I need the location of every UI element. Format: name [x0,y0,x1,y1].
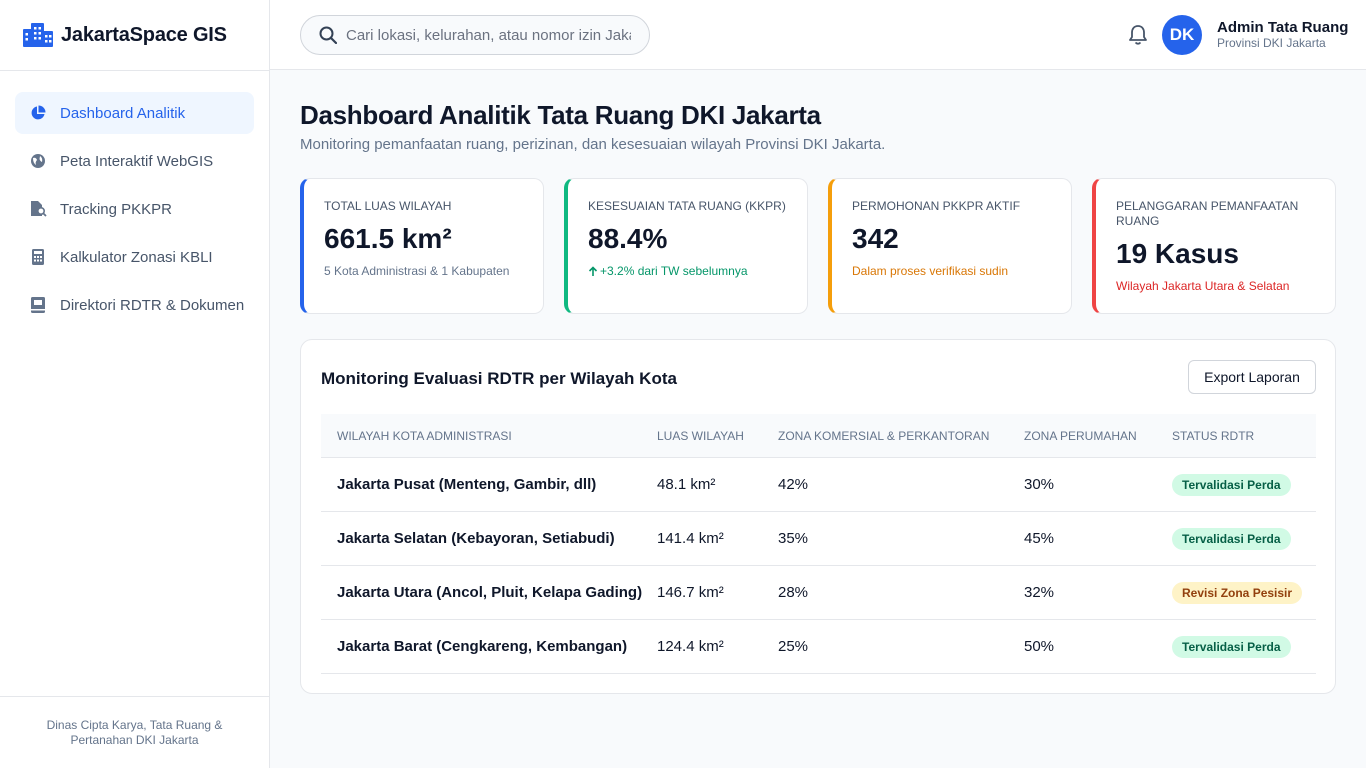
table-row[interactable]: Jakarta Selatan (Kebayoran, Setiabudi) 1… [321,512,1316,566]
sidebar-footer: Dinas Cipta Karya, Tata Ruang & Pertanah… [0,696,269,768]
page-subtitle: Monitoring pemanfaatan ruang, perizinan,… [300,136,886,153]
card-note: Wilayah Jakarta Utara & Selatan [1116,279,1290,293]
panel-title: Monitoring Evaluasi RDTR per Wilayah Kot… [321,369,677,388]
notification-bell-icon[interactable] [1128,24,1148,46]
cell-komersial: 25% [778,638,809,655]
card-label: Total Luas Wilayah [324,199,452,213]
search-box[interactable] [300,15,650,55]
sidebar-item-label: Direktori RDTR & Dokumen [60,296,245,314]
cell-wilayah: Jakarta Barat (Cengkareng, Kembangan) [337,638,628,655]
cell-komersial: 35% [778,530,809,547]
stat-card-permohonan: Permohonan PKKPR Aktif 342 Dalam proses … [828,178,1072,314]
search-icon [319,26,337,44]
cell-wilayah: Jakarta Utara (Ancol, Pluit, Kelapa Gadi… [337,584,643,601]
status-badge: Revisi Zona Pesisir [1172,581,1303,604]
cell-luas: 146.7 km² [657,584,724,601]
status-badge: Tervalidasi Perda [1172,473,1291,496]
globe-icon [29,152,47,170]
card-label: Kesesuaian Tata Ruang (KKPR) [588,199,786,213]
rdtr-table: Wilayah Kota Administrasi Luas Wilayah Z… [321,414,1316,674]
sidebar-item-label: Kalkulator Zonasi KBLI [60,248,213,266]
card-note: +3.2% dari TW sebelumnya [588,264,807,278]
sidebar: JakartaSpace GIS Dashboard Analitik Peta… [0,0,270,768]
cell-komersial: 42% [778,476,809,493]
user-role: Provinsi DKI Jakarta [1217,36,1326,50]
sidebar-item-tracking-pkkpr[interactable]: Tracking PKKPR [15,188,254,230]
page-title: Dashboard Analitik Tata Ruang DKI Jakart… [300,100,821,130]
column-header-wilayah[interactable]: Wilayah Kota Administrasi [337,428,512,443]
sidebar-item-label: Peta Interaktif WebGIS [60,152,214,170]
card-label: Pelanggaran Pemanfaatan Ruang [1116,199,1299,228]
card-value: 19 Kasus [1116,238,1239,269]
cell-luas: 124.4 km² [657,638,724,655]
stat-card-kesesuaian: Kesesuaian Tata Ruang (KKPR) 88.4% +3.2%… [564,178,808,314]
stat-card-pelanggaran: Pelanggaran Pemanfaatan Ruang 19 Kasus W… [1092,178,1336,314]
card-note: 5 Kota Administrasi & 1 Kabupaten [324,264,510,278]
sidebar-item-dashboard-analitik[interactable]: Dashboard Analitik [15,92,254,134]
file-search-icon [29,200,47,218]
table-row[interactable]: Jakarta Utara (Ancol, Pluit, Kelapa Gadi… [321,566,1316,620]
column-header-perumahan[interactable]: Zona Perumahan [1024,428,1137,443]
book-icon [29,296,47,314]
footer-agency-text: Dinas Cipta Karya, Tata Ruang & Pertanah… [46,717,223,747]
brand[interactable]: JakartaSpace GIS [0,0,269,71]
app-name: JakartaSpace GIS [61,23,227,46]
sidebar-item-kalkulator-zonasi[interactable]: Kalkulator Zonasi KBLI [15,236,254,278]
cell-perumahan: 32% [1024,584,1055,601]
column-header-luas[interactable]: Luas Wilayah [657,428,744,443]
status-badge: Tervalidasi Perda [1172,635,1291,658]
column-header-komersial[interactable]: Zona Komersial & Perkantoran [778,428,990,443]
status-badge: Tervalidasi Perda [1172,527,1291,550]
card-note: Dalam proses verifikasi sudin [852,264,1009,278]
top-header: DK Admin Tata Ruang Provinsi DKI Jakarta [270,0,1366,70]
cell-luas: 48.1 km² [657,476,716,493]
cell-komersial: 28% [778,584,809,601]
sidebar-nav: Dashboard Analitik Peta Interaktif WebGI… [0,71,269,326]
pie-chart-icon [29,104,47,122]
table-header: Wilayah Kota Administrasi Luas Wilayah Z… [321,414,1316,458]
stat-card-total-luas: Total Luas Wilayah 661.5 km² 5 Kota Admi… [300,178,544,314]
arrow-up-icon [588,265,598,276]
export-report-button[interactable]: Export Laporan [1188,360,1316,394]
user-name: Admin Tata Ruang [1217,19,1349,36]
city-buildings-icon [23,23,53,47]
card-value: 342 [852,223,899,254]
sidebar-item-direktori-rdtr[interactable]: Direktori RDTR & Dokumen [15,284,254,326]
card-value: 88.4% [588,223,668,254]
column-header-status[interactable]: Status RDTR [1172,428,1255,443]
table-row[interactable]: Jakarta Barat (Cengkareng, Kembangan) 12… [321,620,1316,674]
card-value: 661.5 km² [324,223,452,254]
cell-luas: 141.4 km² [657,530,724,547]
cell-perumahan: 45% [1024,530,1055,547]
table-row[interactable]: Jakarta Pusat (Menteng, Gambir, dll) 48.… [321,458,1316,512]
sidebar-item-label: Dashboard Analitik [60,104,186,122]
cell-perumahan: 50% [1024,638,1055,655]
search-input[interactable] [346,26,631,44]
avatar[interactable]: DK [1162,15,1202,55]
sidebar-item-peta-interaktif[interactable]: Peta Interaktif WebGIS [15,140,254,182]
cell-wilayah: Jakarta Pusat (Menteng, Gambir, dll) [337,476,597,493]
card-note-text: +3.2% dari TW sebelumnya [600,264,748,278]
calculator-icon [29,248,47,266]
sidebar-item-label: Tracking PKKPR [60,200,172,218]
rdtr-monitoring-panel: Monitoring Evaluasi RDTR per Wilayah Kot… [300,339,1336,694]
cell-wilayah: Jakarta Selatan (Kebayoran, Setiabudi) [337,530,615,547]
cell-perumahan: 30% [1024,476,1055,493]
card-label: Permohonan PKKPR Aktif [852,199,1021,213]
